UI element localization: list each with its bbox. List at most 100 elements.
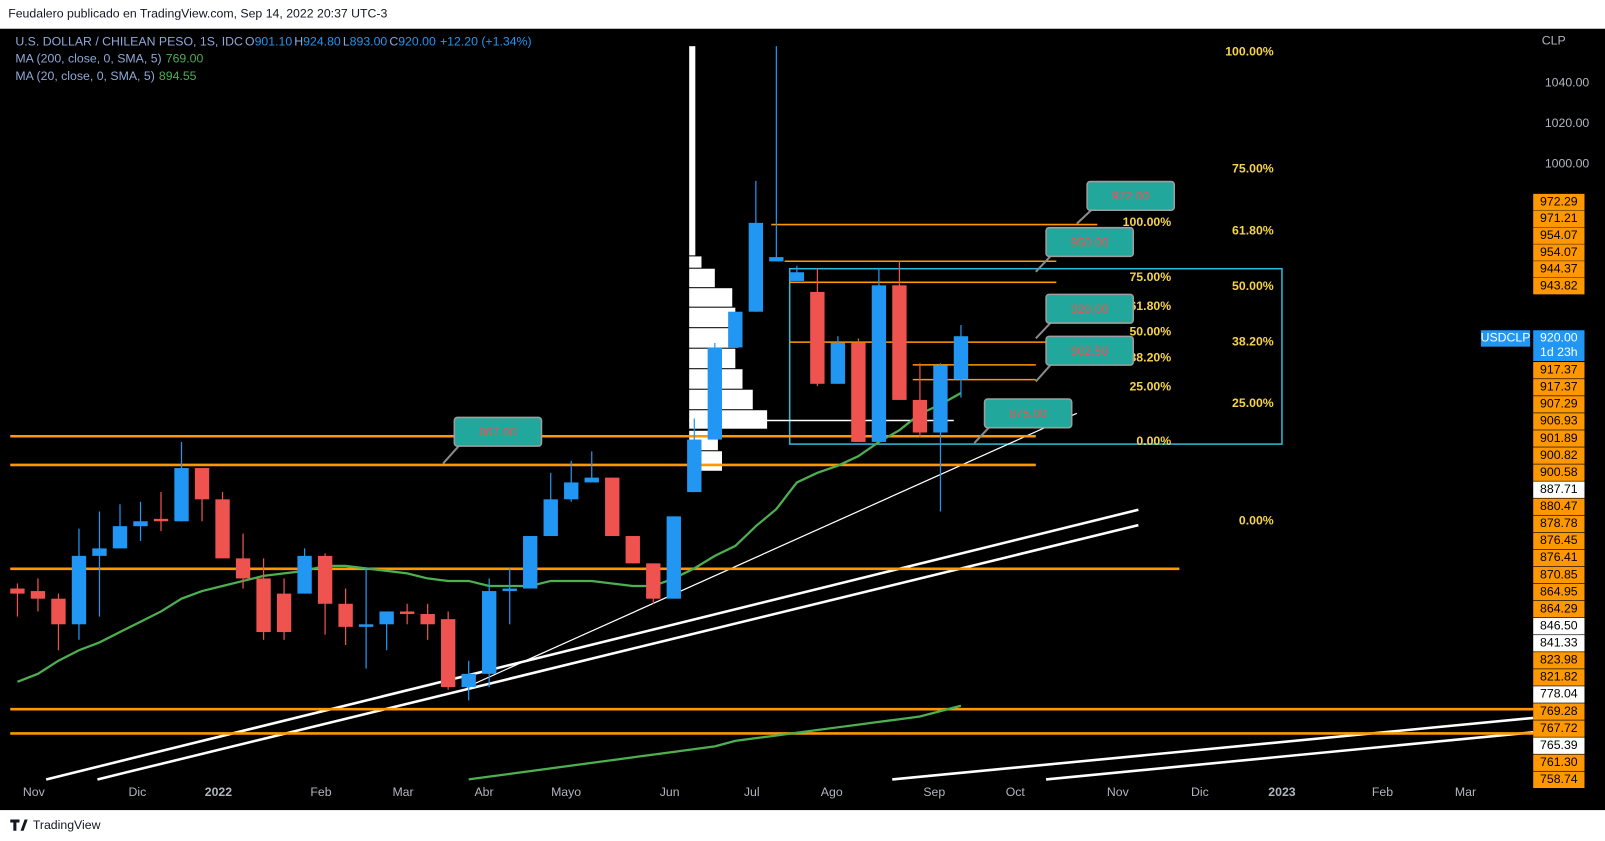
price-tag-label: 870.85 bbox=[1540, 567, 1578, 581]
candle-body bbox=[830, 342, 846, 384]
price-tag-label: 876.45 bbox=[1540, 533, 1578, 547]
fib-label: 25.00% bbox=[1232, 396, 1274, 410]
price-tag-label: 887.71 bbox=[1540, 482, 1578, 496]
callout-text: 972.00 bbox=[1112, 189, 1150, 203]
price-tag-label: 901.89 bbox=[1540, 431, 1578, 445]
candle-body bbox=[30, 591, 46, 599]
last-price-countdown: 1d 23h bbox=[1540, 345, 1578, 359]
price-tag-label: 864.95 bbox=[1540, 584, 1578, 598]
candle-body bbox=[666, 516, 681, 599]
volume-profile-bar bbox=[689, 410, 768, 429]
price-tag-label: 954.07 bbox=[1540, 228, 1578, 242]
candle-body bbox=[482, 591, 497, 674]
legend-ohlc-label: H bbox=[294, 34, 303, 48]
legend-ohlc-value: 893.00 bbox=[350, 34, 388, 48]
legend-indicator-value: 894.55 bbox=[159, 69, 197, 83]
x-tick-label: Dic bbox=[1191, 785, 1209, 799]
price-tag-label: 765.39 bbox=[1540, 738, 1578, 752]
candle-body bbox=[728, 311, 743, 348]
price-tag-label: 971.21 bbox=[1540, 211, 1578, 225]
candle-body bbox=[235, 558, 251, 579]
price-tag bbox=[1533, 532, 1585, 550]
price-tag-label: 878.78 bbox=[1540, 516, 1578, 530]
price-tag bbox=[1533, 481, 1585, 498]
last-price: 920.00 bbox=[1540, 331, 1578, 345]
candle-body bbox=[276, 593, 292, 633]
candle-body bbox=[502, 588, 517, 592]
chart-area bbox=[0, 28, 1605, 811]
price-tag-label: 758.74 bbox=[1540, 772, 1578, 786]
price-tag bbox=[1533, 379, 1585, 396]
fib-label: 75.00% bbox=[1129, 270, 1171, 284]
candle-body bbox=[564, 482, 579, 500]
x-tick-label: Ago bbox=[821, 785, 843, 799]
x-tick-label: Sep bbox=[923, 785, 945, 799]
legend-title: U.S. DOLLAR / CHILEAN PESO, 1S, IDC bbox=[15, 34, 243, 48]
price-tag bbox=[1533, 515, 1585, 533]
callout-text: 902.50 bbox=[1071, 344, 1109, 358]
price-tag-label: 841.33 bbox=[1540, 636, 1578, 650]
legend-change: +12.20 (+1.34%) bbox=[440, 34, 532, 48]
callout-pointer bbox=[1035, 362, 1053, 383]
candle-body bbox=[912, 399, 928, 433]
price-tag bbox=[1533, 396, 1585, 413]
header-text: Feudalero publicado en TradingView.com, … bbox=[8, 7, 387, 21]
price-tag bbox=[1533, 686, 1585, 703]
price-tag bbox=[1533, 703, 1585, 720]
price-tag bbox=[1533, 652, 1585, 669]
legend-ohlc-value: 924.80 bbox=[303, 34, 341, 48]
callout-text: 867.00 bbox=[479, 425, 517, 439]
legend-ohlc-label: L bbox=[343, 34, 350, 48]
price-tag-label: 917.37 bbox=[1540, 362, 1578, 376]
price-tag bbox=[1533, 600, 1585, 618]
trendline bbox=[97, 523, 1139, 781]
volume-profile-bar bbox=[689, 328, 739, 348]
legend-indicator-value: 769.00 bbox=[166, 52, 204, 66]
ma-line bbox=[468, 704, 962, 781]
price-tag bbox=[1533, 464, 1585, 481]
price-tag bbox=[1533, 737, 1585, 754]
fib-box bbox=[788, 267, 1283, 445]
x-tick-label: Nov bbox=[23, 785, 46, 799]
price-tag bbox=[1533, 566, 1585, 584]
candle-body bbox=[851, 342, 866, 442]
price-tag-label: 917.37 bbox=[1540, 380, 1578, 394]
candle-body bbox=[215, 499, 230, 559]
candle-body bbox=[338, 603, 353, 627]
price-tag-label: 900.82 bbox=[1540, 448, 1578, 462]
candle-body bbox=[584, 477, 599, 483]
price-tag bbox=[1533, 227, 1585, 244]
x-tick-label: Jul bbox=[744, 785, 760, 799]
price-tag bbox=[1533, 413, 1585, 430]
candle-body bbox=[440, 619, 456, 688]
price-tag bbox=[1533, 430, 1585, 447]
x-tick-label: Nov bbox=[1107, 785, 1130, 799]
price-tag-label: 767.72 bbox=[1540, 721, 1578, 735]
fib-label: 61.80% bbox=[1232, 224, 1274, 238]
candle-body bbox=[174, 468, 189, 522]
trendline bbox=[1045, 730, 1534, 781]
callout-pointer bbox=[442, 443, 462, 465]
price-tag-label: 769.28 bbox=[1540, 704, 1578, 718]
price-tag bbox=[1533, 754, 1585, 771]
price-tag bbox=[1533, 277, 1585, 295]
trendline bbox=[892, 716, 1534, 781]
fib-label: 0.00% bbox=[1239, 514, 1274, 528]
legend-ohlc-label: O bbox=[245, 34, 255, 48]
price-tag-label: 778.04 bbox=[1540, 687, 1578, 701]
price-tag-label: 972.29 bbox=[1540, 194, 1578, 208]
candle-body bbox=[953, 336, 969, 380]
candle-body bbox=[769, 257, 784, 262]
candle-body bbox=[687, 439, 702, 493]
x-tick-label: Abr bbox=[474, 785, 493, 799]
x-tick-label: Mayo bbox=[551, 785, 581, 799]
fib-label: 100.00% bbox=[1225, 44, 1274, 58]
candle-body bbox=[543, 499, 558, 537]
candle-body bbox=[358, 624, 374, 627]
price-tag-label: 906.93 bbox=[1540, 414, 1578, 428]
callout-box bbox=[1045, 293, 1135, 324]
candle-body bbox=[112, 526, 128, 549]
candle-body bbox=[317, 555, 333, 604]
callout-text: 875.00 bbox=[1009, 407, 1047, 421]
price-tag bbox=[1533, 720, 1585, 737]
